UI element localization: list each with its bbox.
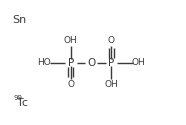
Text: P: P [108, 58, 115, 68]
Text: Tc: Tc [17, 98, 28, 108]
Text: Sn: Sn [12, 16, 26, 26]
Text: OH: OH [105, 80, 118, 89]
Text: 99: 99 [13, 95, 22, 101]
Text: O: O [67, 80, 74, 89]
Text: HO: HO [37, 58, 50, 67]
Text: O: O [108, 36, 115, 45]
Text: P: P [68, 58, 74, 68]
Text: OH: OH [132, 58, 146, 67]
Text: O: O [87, 58, 95, 68]
Text: OH: OH [64, 36, 78, 45]
